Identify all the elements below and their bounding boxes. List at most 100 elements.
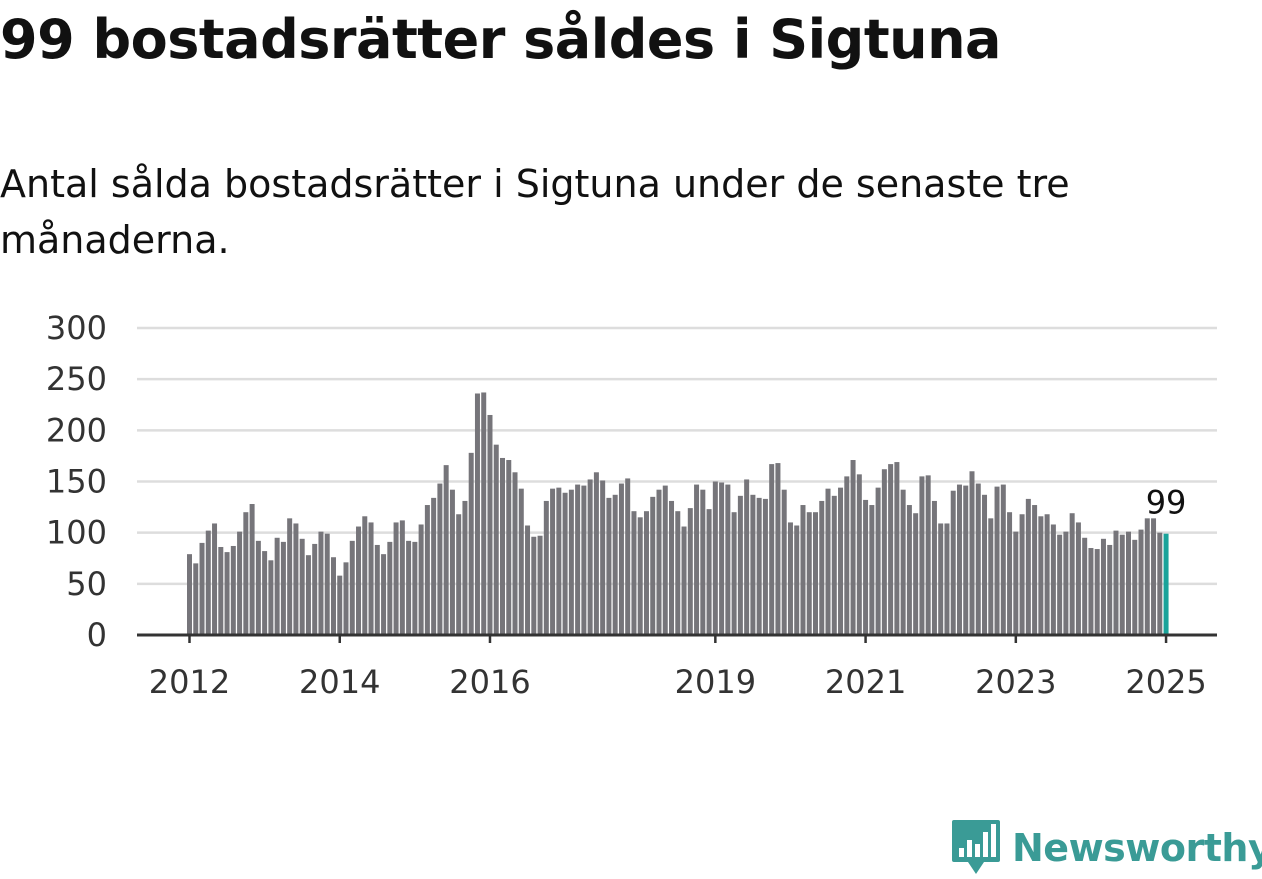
bar — [819, 500, 825, 635]
bar — [950, 490, 956, 635]
bar — [863, 499, 869, 635]
bar-latest — [1163, 533, 1169, 635]
bar — [1044, 514, 1050, 635]
bar — [794, 525, 800, 635]
bar — [575, 484, 581, 635]
bar — [374, 544, 380, 635]
bar — [1019, 514, 1025, 635]
bar — [512, 472, 518, 635]
bar — [856, 474, 862, 635]
bar — [706, 509, 712, 635]
bar — [493, 444, 499, 635]
bar — [337, 575, 343, 635]
bar — [318, 531, 324, 635]
bar — [268, 560, 274, 635]
bar — [205, 530, 211, 635]
y-tick-label: 50 — [66, 565, 107, 603]
latest-value-label: 99 — [1146, 484, 1187, 522]
bar — [1013, 531, 1019, 635]
bar — [1082, 537, 1088, 635]
bar — [393, 522, 399, 635]
bar — [262, 551, 268, 635]
bar — [543, 500, 549, 635]
bar — [330, 557, 336, 635]
bar — [387, 541, 393, 635]
bar — [850, 460, 856, 635]
bar — [931, 500, 937, 635]
bar — [913, 513, 919, 635]
x-tick-label: 2021 — [825, 663, 906, 701]
bar — [474, 393, 480, 635]
newsworthy-bar-chart-logo-icon — [952, 820, 1000, 874]
bar — [399, 520, 405, 635]
y-tick-label: 150 — [46, 463, 107, 501]
bar — [1144, 518, 1150, 635]
bar — [994, 486, 1000, 635]
bar — [368, 522, 374, 635]
bar — [938, 523, 944, 635]
y-tick-label: 100 — [46, 514, 107, 552]
bar — [1069, 513, 1075, 635]
bar — [669, 500, 675, 635]
bar — [806, 512, 812, 635]
bar — [687, 508, 693, 635]
bar — [537, 535, 543, 635]
chart-subtitle: Antal sålda bostadsrätter i Sigtuna unde… — [0, 162, 1070, 262]
bar — [531, 536, 537, 635]
bar — [969, 471, 975, 635]
bar — [287, 518, 293, 635]
bar — [518, 488, 524, 635]
bar — [1138, 529, 1144, 635]
bar — [1126, 531, 1131, 635]
bar — [437, 483, 443, 635]
bar — [650, 496, 656, 635]
bar — [1057, 534, 1063, 635]
bar — [631, 511, 637, 635]
bar — [750, 494, 756, 635]
y-tick-label: 250 — [46, 360, 107, 398]
bar — [787, 522, 793, 635]
bar — [656, 489, 662, 635]
bar — [775, 463, 781, 635]
bar — [975, 483, 981, 635]
bar — [187, 554, 192, 635]
bar — [844, 476, 850, 635]
bar — [731, 512, 737, 635]
bar — [1032, 505, 1038, 635]
bar — [593, 472, 599, 635]
bar — [349, 540, 355, 635]
bar — [255, 540, 261, 635]
bar — [230, 545, 236, 635]
bar — [1088, 548, 1094, 635]
bar — [675, 511, 681, 635]
bar — [243, 512, 249, 635]
bar — [1119, 534, 1125, 635]
bar — [506, 460, 512, 635]
bar — [662, 485, 668, 635]
bar — [431, 497, 437, 635]
x-tick-label: 2014 — [299, 663, 380, 701]
bar — [568, 489, 574, 635]
bar — [637, 517, 643, 635]
bar — [875, 487, 881, 635]
bar — [988, 518, 994, 635]
bar — [581, 485, 587, 635]
bar — [487, 414, 493, 635]
y-tick-label: 0 — [87, 616, 107, 654]
bar — [625, 478, 631, 635]
bar — [1094, 549, 1100, 635]
bar — [600, 480, 606, 635]
bar — [1025, 498, 1031, 635]
x-tick-label: 2019 — [675, 663, 756, 701]
bar — [1107, 544, 1113, 635]
annotations: 99 — [1146, 484, 1187, 522]
bar — [293, 523, 299, 635]
bar — [525, 525, 531, 635]
axes: 0 50 100 150 200 250 300 2012 2014 2016 2019 2021 20… — [46, 309, 1217, 701]
sales-bar-chart: 0 50 100 150 200 250 300 2012 2014 2016 2019 2021 20… — [46, 309, 1217, 701]
bar — [312, 543, 318, 635]
bar — [1063, 531, 1069, 635]
bar — [456, 514, 462, 635]
bar — [1100, 538, 1106, 635]
bar — [869, 505, 875, 635]
